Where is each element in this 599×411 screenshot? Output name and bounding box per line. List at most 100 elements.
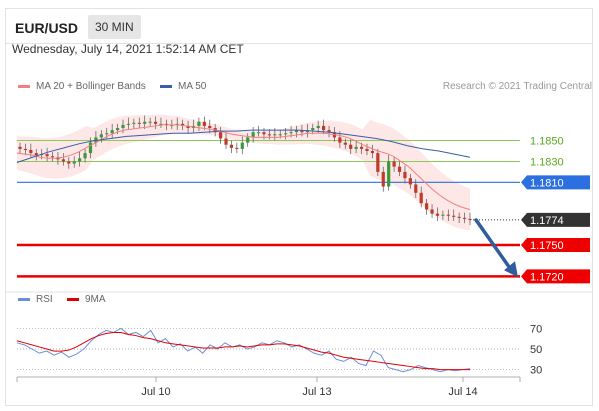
candle-body (365, 148, 369, 151)
candle-body (414, 184, 418, 193)
candle-body (359, 146, 364, 149)
candle-body (229, 144, 234, 148)
candle-body (322, 125, 326, 131)
candle-body (45, 154, 49, 157)
x-tick-label: Jul 10 (141, 386, 170, 398)
bollinger-band (17, 114, 470, 231)
level-label: 1.1830 (530, 156, 564, 168)
candle-body (105, 133, 109, 135)
candle-body (61, 159, 65, 162)
candle-body (441, 214, 445, 216)
current-price-tag: 1.1774 (530, 215, 564, 227)
candle-body (397, 166, 402, 172)
candle-body (435, 213, 440, 216)
candle-body (370, 151, 375, 154)
candle-body (338, 137, 342, 143)
legend-9ma: 9MA (67, 294, 106, 305)
candle-body (137, 122, 141, 124)
rsi-line (16, 327, 471, 373)
candle-body (67, 161, 71, 164)
legend-ma20: MA 20 + Bollinger Bands (18, 81, 146, 92)
forecast-arrowhead (504, 261, 518, 278)
candle-body (78, 158, 82, 162)
candle-body (387, 161, 391, 187)
support-tag: 1.1750 (530, 240, 564, 252)
candle-body (143, 121, 147, 124)
candle-body (121, 124, 125, 129)
rsi-label: RSI (36, 294, 53, 305)
candle-body (23, 148, 28, 150)
interval-button[interactable]: 30 MIN (88, 15, 141, 39)
ma50-label: MA 50 (178, 81, 207, 92)
candle-body (219, 132, 223, 139)
candle-body (425, 203, 429, 210)
candle-body (289, 132, 293, 134)
rsi-tick-label: 50 (530, 344, 542, 356)
ma9-swatch (67, 298, 79, 301)
rsi-tick-label: 30 (530, 365, 542, 377)
candle-body (430, 209, 434, 214)
candle-body (300, 130, 304, 133)
widget-header: EUR/USD 30 MIN (6, 9, 592, 44)
candle-body (354, 146, 358, 149)
candle-body (316, 125, 320, 129)
candle-body (251, 132, 255, 138)
candle-body (175, 123, 179, 125)
candle-body (278, 134, 282, 136)
ma20-line (16, 124, 471, 210)
support-tag-bg (521, 269, 590, 284)
candle-body (246, 137, 250, 143)
ma20-label: MA 20 + Bollinger Bands (36, 81, 146, 92)
candle-body (262, 132, 266, 135)
candle-body (186, 125, 190, 129)
candle-body (392, 161, 396, 167)
candle-body (349, 144, 353, 149)
candle-body (208, 125, 212, 129)
candle-body (18, 146, 22, 149)
candle-body (468, 218, 472, 220)
candle-body (126, 123, 131, 125)
pivot-tag: 1.1810 (530, 177, 564, 189)
candle-body (294, 130, 299, 133)
candle-body (99, 134, 103, 138)
rsi-ma-line (16, 331, 470, 371)
candle-body (462, 217, 467, 219)
ma9-label: 9MA (85, 294, 106, 305)
candle-body (240, 142, 244, 149)
candle-body (197, 121, 201, 126)
x-tick-label: Jul 13 (302, 386, 331, 398)
candle-body (115, 128, 120, 131)
candle-body (88, 142, 93, 154)
candle-body (311, 128, 315, 131)
candle-body (50, 156, 55, 158)
candle-body (181, 123, 185, 126)
candle-body (110, 130, 114, 134)
candle-body (457, 216, 461, 218)
credit-text: Research © 2021 Trading Central (442, 81, 592, 92)
candle-body (159, 123, 163, 125)
candle-body (284, 133, 288, 135)
candle-body (419, 192, 423, 204)
candle-body (403, 171, 407, 179)
candle-body (273, 134, 277, 136)
chart-widget: EUR/USD 30 MIN (5, 8, 593, 406)
candle-body (164, 123, 168, 125)
candle-body (153, 121, 158, 124)
current-price-tag-bg (521, 212, 590, 227)
x-tick-label: Jul 14 (448, 386, 477, 398)
candle-body (408, 178, 412, 185)
support-tag: 1.1720 (530, 271, 564, 283)
candle-body (327, 130, 331, 133)
timestamp: Wednesday, July 14, 2021 1:52:14 AM CET (12, 42, 244, 56)
candle-body (202, 121, 206, 126)
rsi-swatch (18, 298, 30, 301)
candle-body (132, 122, 136, 124)
forecast-arrow (474, 218, 512, 270)
legend-rsi: RSI (18, 294, 53, 305)
candle-body (224, 138, 228, 145)
pivot-tag-bg (521, 175, 590, 190)
candle-body (343, 142, 347, 145)
candle-body (267, 134, 271, 136)
ma20-swatch (18, 85, 30, 88)
